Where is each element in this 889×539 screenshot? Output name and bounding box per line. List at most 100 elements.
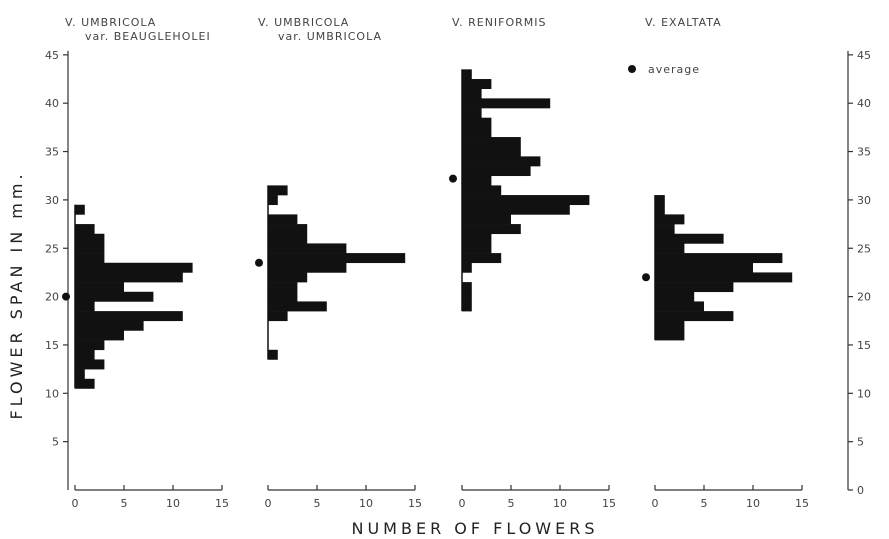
histogram-bar: [462, 175, 492, 186]
histogram-bar: [75, 311, 183, 322]
panel-x-tick-label: 10: [359, 497, 373, 510]
panel-x-tick-label: 15: [795, 497, 809, 510]
histogram-bar: [462, 117, 492, 128]
histogram-bar: [268, 243, 347, 254]
right-y-tick-label: 40: [857, 97, 871, 110]
right-y-tick-label: 20: [857, 291, 871, 304]
histogram-bar: [462, 243, 492, 254]
histogram-bar: [268, 262, 347, 273]
average-marker: [62, 292, 70, 301]
panel-title-line: V. EXALTATA: [645, 16, 722, 29]
panel-x-tick-label: 0: [72, 497, 79, 510]
right-y-axis: 0 5 10 15 20 25 30 35 40 45: [847, 49, 871, 497]
histogram-bar: [75, 224, 95, 235]
legend-average-label: average: [648, 63, 700, 76]
histogram-bar: [462, 98, 551, 109]
histogram-bar: [462, 79, 492, 89]
panel-x-tick-label: 10: [553, 497, 567, 510]
histogram-bar: [75, 359, 105, 370]
panel-x-tick-label: 15: [215, 497, 229, 510]
histogram-bar: [75, 340, 105, 351]
average-marker: [449, 174, 457, 183]
histogram-bar: [75, 272, 183, 283]
panel-x-tick-label: 5: [508, 497, 515, 510]
histogram-bar: [655, 272, 793, 283]
right-y-tick-label: 45: [857, 49, 871, 62]
histogram-bar: [462, 253, 502, 264]
histogram-bar: [268, 214, 298, 225]
histogram-bar: [75, 301, 95, 312]
histogram-bar: [655, 214, 685, 225]
histogram-bar: [268, 253, 406, 264]
left-y-tick-label: 40: [45, 97, 59, 110]
histogram-panel: V. RENIFORMIS 0 5 10 15: [449, 16, 616, 510]
panel-x-tick-label: 5: [701, 497, 708, 510]
y-axis-title-group: FLOWER SPAN IN mm.: [7, 170, 26, 419]
histogram-bar: [75, 369, 85, 380]
panel-x-tick-label: 5: [121, 497, 128, 510]
panel-x-tick-label: 0: [459, 497, 466, 510]
histogram-bar: [655, 224, 675, 235]
histogram-bar: [268, 185, 288, 196]
histogram-bar: [75, 378, 95, 389]
x-axis-title: NUMBER OF FLOWERS: [352, 519, 599, 538]
panel-x-tick-label: 15: [408, 497, 422, 510]
histogram-bar: [75, 349, 95, 360]
histogram-bar: [655, 311, 734, 322]
histogram-bar: [268, 272, 308, 283]
histogram-bar: [655, 291, 695, 302]
right-y-tick-label: 0: [857, 484, 864, 497]
histogram-bar: [655, 320, 685, 331]
right-y-tick-label: 10: [857, 387, 871, 400]
left-y-tick-label: 30: [45, 194, 59, 207]
histogram-bar: [268, 233, 308, 244]
histogram-bar: [655, 233, 724, 244]
left-y-tick-label: 5: [52, 436, 59, 449]
histogram-bar: [75, 282, 124, 293]
panel-x-tick-label: 5: [314, 497, 321, 510]
histogram-bar: [462, 224, 521, 235]
histogram-bar: [655, 253, 783, 264]
legend-average-marker: [628, 65, 636, 73]
histogram-bar: [655, 301, 704, 312]
histogram-bar: [462, 214, 511, 225]
histogram-bar: [462, 69, 472, 80]
histogram-bar: [462, 166, 531, 177]
panel-x-tick-label: 10: [746, 497, 760, 510]
histogram-bar: [462, 156, 541, 167]
histogram-bar: [75, 291, 154, 302]
panel-title-line: V. UMBRICOLA: [65, 16, 156, 29]
y-axis-title: FLOWER SPAN IN mm.: [7, 170, 26, 419]
histogram-bar: [462, 108, 482, 119]
right-y-tick-label: 15: [857, 339, 871, 352]
histogram-bar: [75, 262, 193, 273]
histogram-bar: [462, 88, 482, 99]
right-y-tick-label: 25: [857, 242, 871, 255]
histogram-bar: [462, 127, 492, 138]
histogram-bar: [462, 291, 472, 302]
histogram-bar: [75, 320, 144, 331]
histogram-bar: [655, 330, 685, 341]
right-y-tick-label: 35: [857, 146, 871, 159]
histogram-panel: V. EXALTATA 0 5 10 15: [642, 16, 809, 510]
average-marker: [642, 273, 650, 282]
histogram-bar: [268, 311, 288, 322]
histogram-bar: [462, 233, 492, 244]
histogram-bar: [462, 262, 472, 273]
histogram-bar: [268, 224, 308, 235]
histogram-bar: [268, 291, 298, 302]
left-y-tick-label: 15: [45, 339, 59, 352]
panel-title-line: V. RENIFORMIS: [452, 16, 547, 29]
histogram-bar: [655, 195, 665, 206]
histogram-bar: [462, 301, 472, 312]
histogram-bar: [268, 301, 327, 312]
histogram-bar: [655, 262, 753, 273]
panel-title-line: V. UMBRICOLA: [258, 16, 349, 29]
right-y-tick-label: 30: [857, 194, 871, 207]
panel-x-tick-label: 15: [602, 497, 616, 510]
histogram-bar: [655, 243, 685, 254]
histogram-bar: [75, 204, 85, 215]
